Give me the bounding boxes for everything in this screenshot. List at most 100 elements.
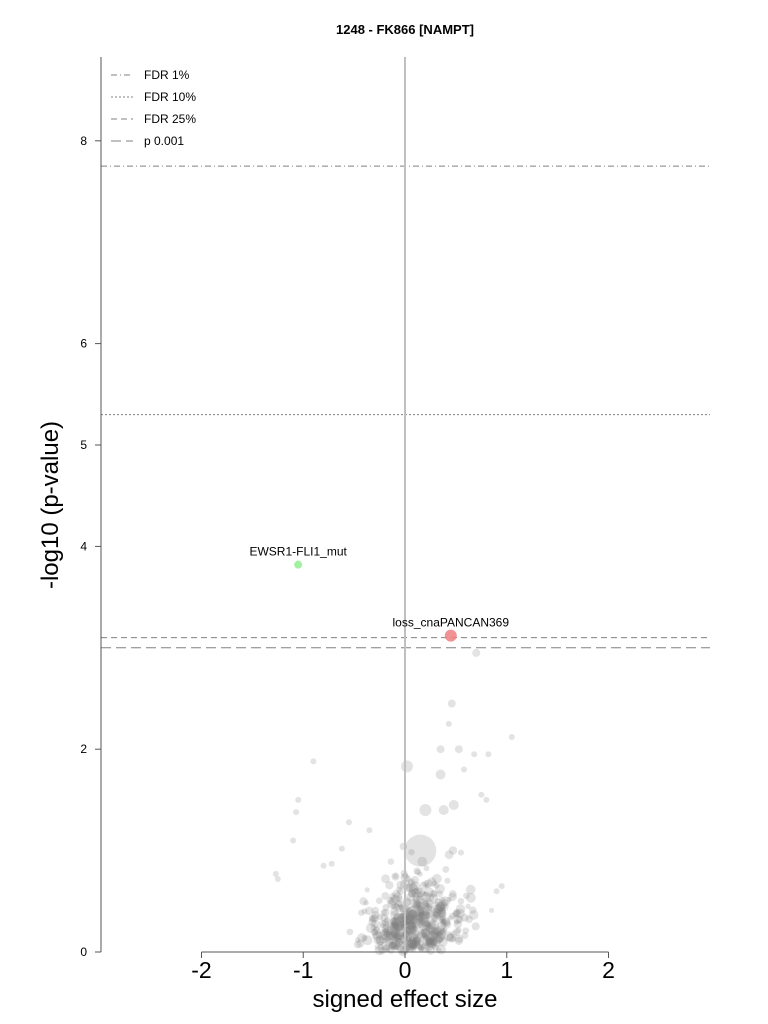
data-point <box>412 895 421 904</box>
data-point <box>358 909 365 916</box>
data-point <box>418 911 426 919</box>
data-point <box>465 892 476 903</box>
data-point <box>436 929 447 940</box>
data-point <box>397 913 404 919</box>
data-point <box>384 935 391 942</box>
data-point <box>440 896 451 907</box>
data-point <box>379 934 389 944</box>
legend: FDR 1% FDR 10% FDR 25% p 0.001 <box>111 68 196 148</box>
data-point <box>371 911 380 920</box>
data-point <box>420 943 431 953</box>
data-point <box>381 908 390 917</box>
data-point <box>416 932 423 939</box>
data-point <box>392 912 403 923</box>
data-point <box>432 904 443 914</box>
data-point <box>338 845 345 852</box>
data-point <box>426 938 435 948</box>
data-point <box>293 809 300 816</box>
data-point <box>409 929 417 937</box>
data-point <box>407 889 416 898</box>
data-point <box>359 897 368 906</box>
data-point <box>419 804 432 816</box>
data-point <box>409 936 418 945</box>
data-point <box>363 900 369 906</box>
data-point <box>405 930 411 936</box>
data-point <box>382 904 390 911</box>
highlighted-point <box>294 560 303 569</box>
data-point <box>383 926 393 936</box>
data-point <box>442 926 448 933</box>
data-point <box>420 909 431 919</box>
data-point <box>448 800 459 810</box>
data-point <box>407 909 416 918</box>
data-point <box>436 907 446 917</box>
data-point <box>389 917 397 925</box>
data-point <box>413 934 419 941</box>
data-point <box>409 944 418 952</box>
data-point <box>370 924 377 931</box>
data-point <box>373 925 381 933</box>
data-point <box>385 929 394 938</box>
data-point <box>393 932 402 940</box>
data-point <box>395 895 403 903</box>
background-points <box>272 648 515 957</box>
data-point <box>446 896 452 903</box>
data-point <box>438 937 448 947</box>
data-point <box>395 917 404 926</box>
data-point <box>455 908 465 919</box>
data-point <box>441 917 451 926</box>
data-point <box>375 897 383 904</box>
data-point <box>454 745 463 754</box>
x-tick-label: 0 <box>399 957 412 983</box>
data-point <box>404 917 411 925</box>
data-point <box>408 848 415 856</box>
data-point <box>411 921 419 929</box>
data-point <box>436 936 444 944</box>
data-point <box>414 887 423 896</box>
data-point <box>417 856 428 867</box>
data-point <box>375 931 383 939</box>
data-point <box>430 911 440 921</box>
data-point <box>415 907 425 917</box>
data-point <box>374 944 381 950</box>
data-point <box>404 834 437 867</box>
x-tick-label: 1 <box>500 957 513 983</box>
data-point <box>438 906 447 914</box>
data-point <box>373 926 381 934</box>
data-point <box>406 921 415 930</box>
data-point <box>435 769 446 780</box>
chart-title: 1248 - FK866 [NAMPT] <box>336 22 474 37</box>
data-point <box>408 883 419 894</box>
data-point <box>412 939 420 948</box>
data-point <box>392 932 398 939</box>
data-point <box>388 897 397 906</box>
data-point <box>381 874 390 884</box>
data-point <box>416 926 425 935</box>
data-point <box>425 936 432 943</box>
data-point <box>392 932 401 940</box>
data-point <box>447 699 456 708</box>
data-point <box>423 935 431 942</box>
data-point <box>383 920 390 928</box>
data-point <box>410 898 421 909</box>
data-point <box>408 945 414 951</box>
data-point <box>389 923 398 931</box>
data-point <box>428 926 438 937</box>
data-point <box>380 909 387 916</box>
data-point <box>393 934 401 941</box>
data-point <box>419 917 427 925</box>
data-point <box>418 910 428 920</box>
data-point <box>417 917 424 924</box>
data-point <box>408 888 414 894</box>
data-point <box>412 936 420 944</box>
data-point <box>396 920 405 929</box>
data-point <box>415 887 426 898</box>
data-point <box>394 928 400 935</box>
data-point <box>408 935 415 942</box>
data-point <box>377 944 385 951</box>
data-point <box>449 912 456 920</box>
x-tick-label: -2 <box>191 957 211 983</box>
data-point <box>415 906 425 916</box>
data-point <box>489 907 495 913</box>
data-point <box>424 925 431 932</box>
